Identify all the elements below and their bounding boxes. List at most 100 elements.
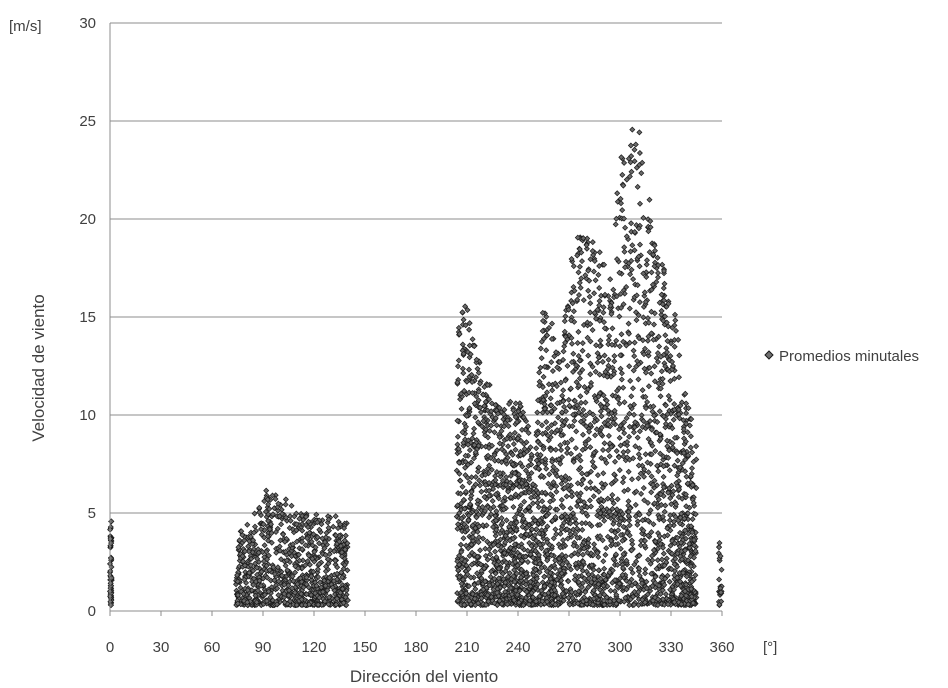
data-point	[543, 347, 550, 354]
data-point	[469, 379, 476, 385]
data-point	[681, 515, 688, 522]
data-point	[567, 566, 574, 573]
data-point	[534, 419, 541, 426]
data-point	[536, 593, 543, 600]
data-point	[656, 408, 663, 415]
data-point	[284, 567, 291, 574]
data-point	[241, 548, 248, 555]
data-point	[593, 342, 600, 349]
data-point	[543, 547, 550, 554]
data-point	[630, 385, 636, 392]
data-point	[465, 517, 472, 524]
data-point	[618, 376, 625, 383]
data-point	[497, 473, 504, 480]
data-point	[576, 292, 582, 298]
data-point	[548, 336, 555, 342]
data-point	[322, 582, 329, 589]
data-point	[585, 352, 592, 359]
data-point	[282, 496, 289, 503]
data-point	[587, 371, 594, 378]
data-point	[475, 468, 481, 475]
data-point	[655, 274, 661, 281]
data-point	[492, 517, 499, 524]
data-point	[518, 480, 525, 486]
data-point	[654, 419, 661, 425]
data-point	[621, 419, 628, 426]
data-point	[616, 467, 623, 474]
data-point	[608, 480, 615, 487]
data-point	[548, 408, 555, 415]
data-point	[716, 576, 723, 583]
data-point	[660, 517, 667, 524]
data-point	[628, 266, 635, 273]
data-point	[636, 572, 643, 579]
data-point	[624, 454, 631, 461]
data-point	[619, 537, 626, 544]
data-point	[487, 551, 494, 558]
data-point	[585, 540, 592, 546]
data-point	[614, 190, 621, 197]
data-point	[625, 320, 632, 327]
data-point	[493, 508, 500, 515]
data-point	[495, 495, 502, 502]
data-point	[293, 521, 300, 528]
data-point	[570, 263, 577, 270]
data-point	[526, 476, 533, 483]
data-point	[605, 407, 612, 414]
data-point	[675, 411, 682, 418]
data-point	[554, 364, 561, 371]
data-point	[660, 463, 667, 470]
data-point	[526, 601, 532, 608]
data-point	[464, 571, 471, 578]
data-point	[586, 520, 593, 527]
data-point	[339, 585, 346, 592]
data-point	[561, 403, 568, 410]
data-point	[477, 561, 484, 568]
data-point	[241, 537, 248, 544]
data-point	[544, 332, 550, 339]
data-point	[483, 522, 490, 529]
data-point	[471, 442, 478, 449]
data-point	[613, 215, 620, 222]
data-point	[570, 458, 577, 465]
data-point	[654, 254, 661, 261]
data-point	[319, 535, 326, 542]
data-point	[620, 301, 627, 308]
data-point	[671, 434, 678, 441]
data-point	[575, 269, 582, 276]
data-point	[475, 600, 482, 607]
y-unit-label: [m/s]	[9, 18, 42, 35]
data-point	[613, 448, 620, 454]
data-point	[613, 591, 620, 598]
data-point	[579, 508, 586, 515]
data-point	[588, 562, 595, 569]
data-point	[600, 304, 607, 311]
data-point	[294, 581, 301, 588]
data-point	[569, 300, 576, 307]
data-point	[482, 552, 489, 559]
data-point	[455, 357, 462, 364]
data-point	[580, 539, 587, 546]
data-point	[674, 581, 681, 588]
data-point	[683, 592, 690, 599]
data-point	[601, 325, 608, 332]
data-point	[459, 483, 466, 490]
data-point	[558, 526, 565, 533]
data-point	[334, 564, 341, 571]
data-point	[590, 252, 597, 258]
data-point	[620, 182, 627, 189]
y-tick-label: 15	[79, 309, 96, 326]
data-point	[688, 523, 695, 530]
data-point	[600, 447, 606, 453]
data-point	[326, 594, 333, 601]
data-point	[652, 579, 659, 586]
data-point	[649, 583, 656, 589]
data-point	[601, 571, 608, 578]
data-point	[239, 553, 246, 560]
data-point	[550, 535, 557, 542]
data-point	[490, 486, 497, 492]
data-point	[552, 557, 559, 564]
data-point	[665, 323, 672, 330]
data-point	[640, 485, 647, 491]
data-point	[532, 517, 539, 524]
